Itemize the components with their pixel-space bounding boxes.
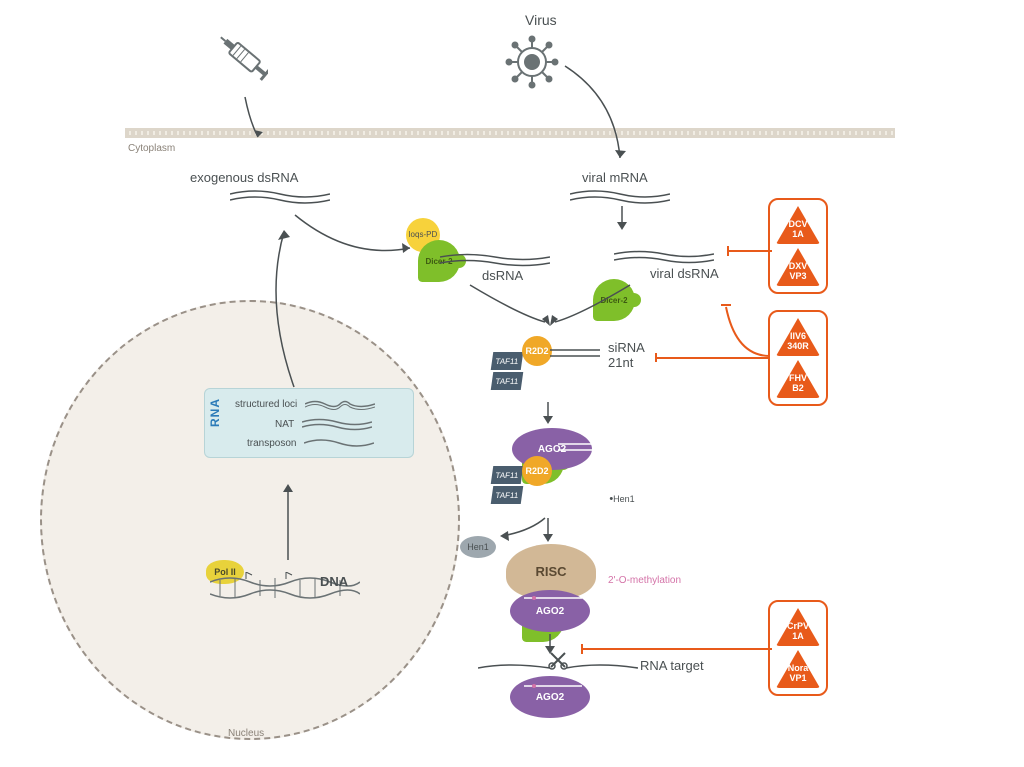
tri-dxv: DXVVP3 bbox=[776, 248, 820, 286]
inhibit-3 bbox=[578, 644, 772, 654]
taf11-a: TAF11 bbox=[491, 352, 524, 370]
tri-iiv6: IIV6340R bbox=[776, 318, 820, 356]
arrow-to-ago2-loading bbox=[538, 400, 558, 428]
sirna-label: siRNA bbox=[608, 340, 645, 355]
methylation-label: 2'-O-methylation bbox=[608, 575, 681, 586]
nucleus bbox=[40, 300, 460, 740]
scissors-icon bbox=[548, 650, 568, 670]
virus-arrow bbox=[560, 58, 640, 168]
structured-loci: structured loci bbox=[235, 399, 297, 410]
syringe-arrow bbox=[240, 92, 280, 147]
taf11-b: TAF11 bbox=[491, 372, 524, 390]
suppressor-box-1: DCV1A DXVVP3 bbox=[768, 198, 828, 294]
virus-icon bbox=[504, 34, 560, 90]
viral-mrna-label: viral mRNA bbox=[582, 170, 648, 185]
diagram-canvas: Virus Cytoplasm bbox=[0, 0, 1024, 767]
transposon-icon bbox=[304, 437, 374, 449]
rna-target-label: RNA target bbox=[640, 658, 704, 673]
sirna-duplex bbox=[550, 346, 600, 360]
cytoplasm-label: Cytoplasm bbox=[128, 143, 175, 154]
r2d2-a: R2D2 bbox=[522, 336, 552, 366]
virus-label: Virus bbox=[525, 12, 557, 28]
hen1-text: Hen1 bbox=[613, 494, 635, 504]
viral-mrna-icon bbox=[570, 188, 670, 204]
21nt-label: 21nt bbox=[608, 355, 633, 370]
tri-crpv: CrPV1A bbox=[776, 608, 820, 646]
inhibit-1 bbox=[724, 246, 772, 256]
taf11-d: TAF11 bbox=[491, 486, 524, 504]
guide-strand-2 bbox=[524, 682, 582, 690]
mrna-down-arrow bbox=[612, 204, 632, 234]
viral-dsrna-line bbox=[614, 249, 714, 265]
taf11-c: TAF11 bbox=[491, 466, 524, 484]
rna-vertical: RNA bbox=[208, 398, 222, 427]
nucleus-export-arrow bbox=[274, 222, 394, 392]
exogenous-label: exogenous dsRNA bbox=[190, 170, 298, 185]
split-arrows bbox=[490, 516, 600, 546]
converge-arrows bbox=[460, 280, 640, 330]
suppressor-box-3: CrPV1A NoraVP1 bbox=[768, 600, 828, 696]
sirna-in-ago2 bbox=[558, 440, 612, 454]
hen1-protein: Hen1 bbox=[460, 536, 496, 558]
r2d2-b: R2D2 bbox=[522, 456, 552, 486]
viral-dsrna-label: viral dsRNA bbox=[650, 266, 719, 281]
inhibit-2 bbox=[646, 302, 772, 362]
rna-box: structured loci NAT transposon bbox=[204, 388, 414, 458]
dna-to-rna-arrow bbox=[278, 480, 298, 562]
dsrna-through-dicer bbox=[440, 252, 550, 268]
exogenous-dsrna-icon bbox=[230, 188, 330, 208]
hairpin-icon bbox=[305, 397, 375, 411]
dna-label: DNA bbox=[320, 574, 348, 589]
nucleus-label: Nucleus bbox=[228, 728, 264, 739]
tri-nora: NoraVP1 bbox=[776, 650, 820, 688]
guide-strand bbox=[524, 594, 582, 602]
hen1-label-b: •Hen1 bbox=[604, 488, 640, 510]
nat: NAT bbox=[275, 419, 294, 430]
suppressor-box-2: IIV6340R FHVB2 bbox=[768, 310, 828, 406]
tri-dcv: DCV1A bbox=[776, 206, 820, 244]
nat-icon bbox=[302, 417, 372, 431]
transposon: transposon bbox=[247, 438, 296, 449]
tri-fhv: FHVB2 bbox=[776, 360, 820, 398]
